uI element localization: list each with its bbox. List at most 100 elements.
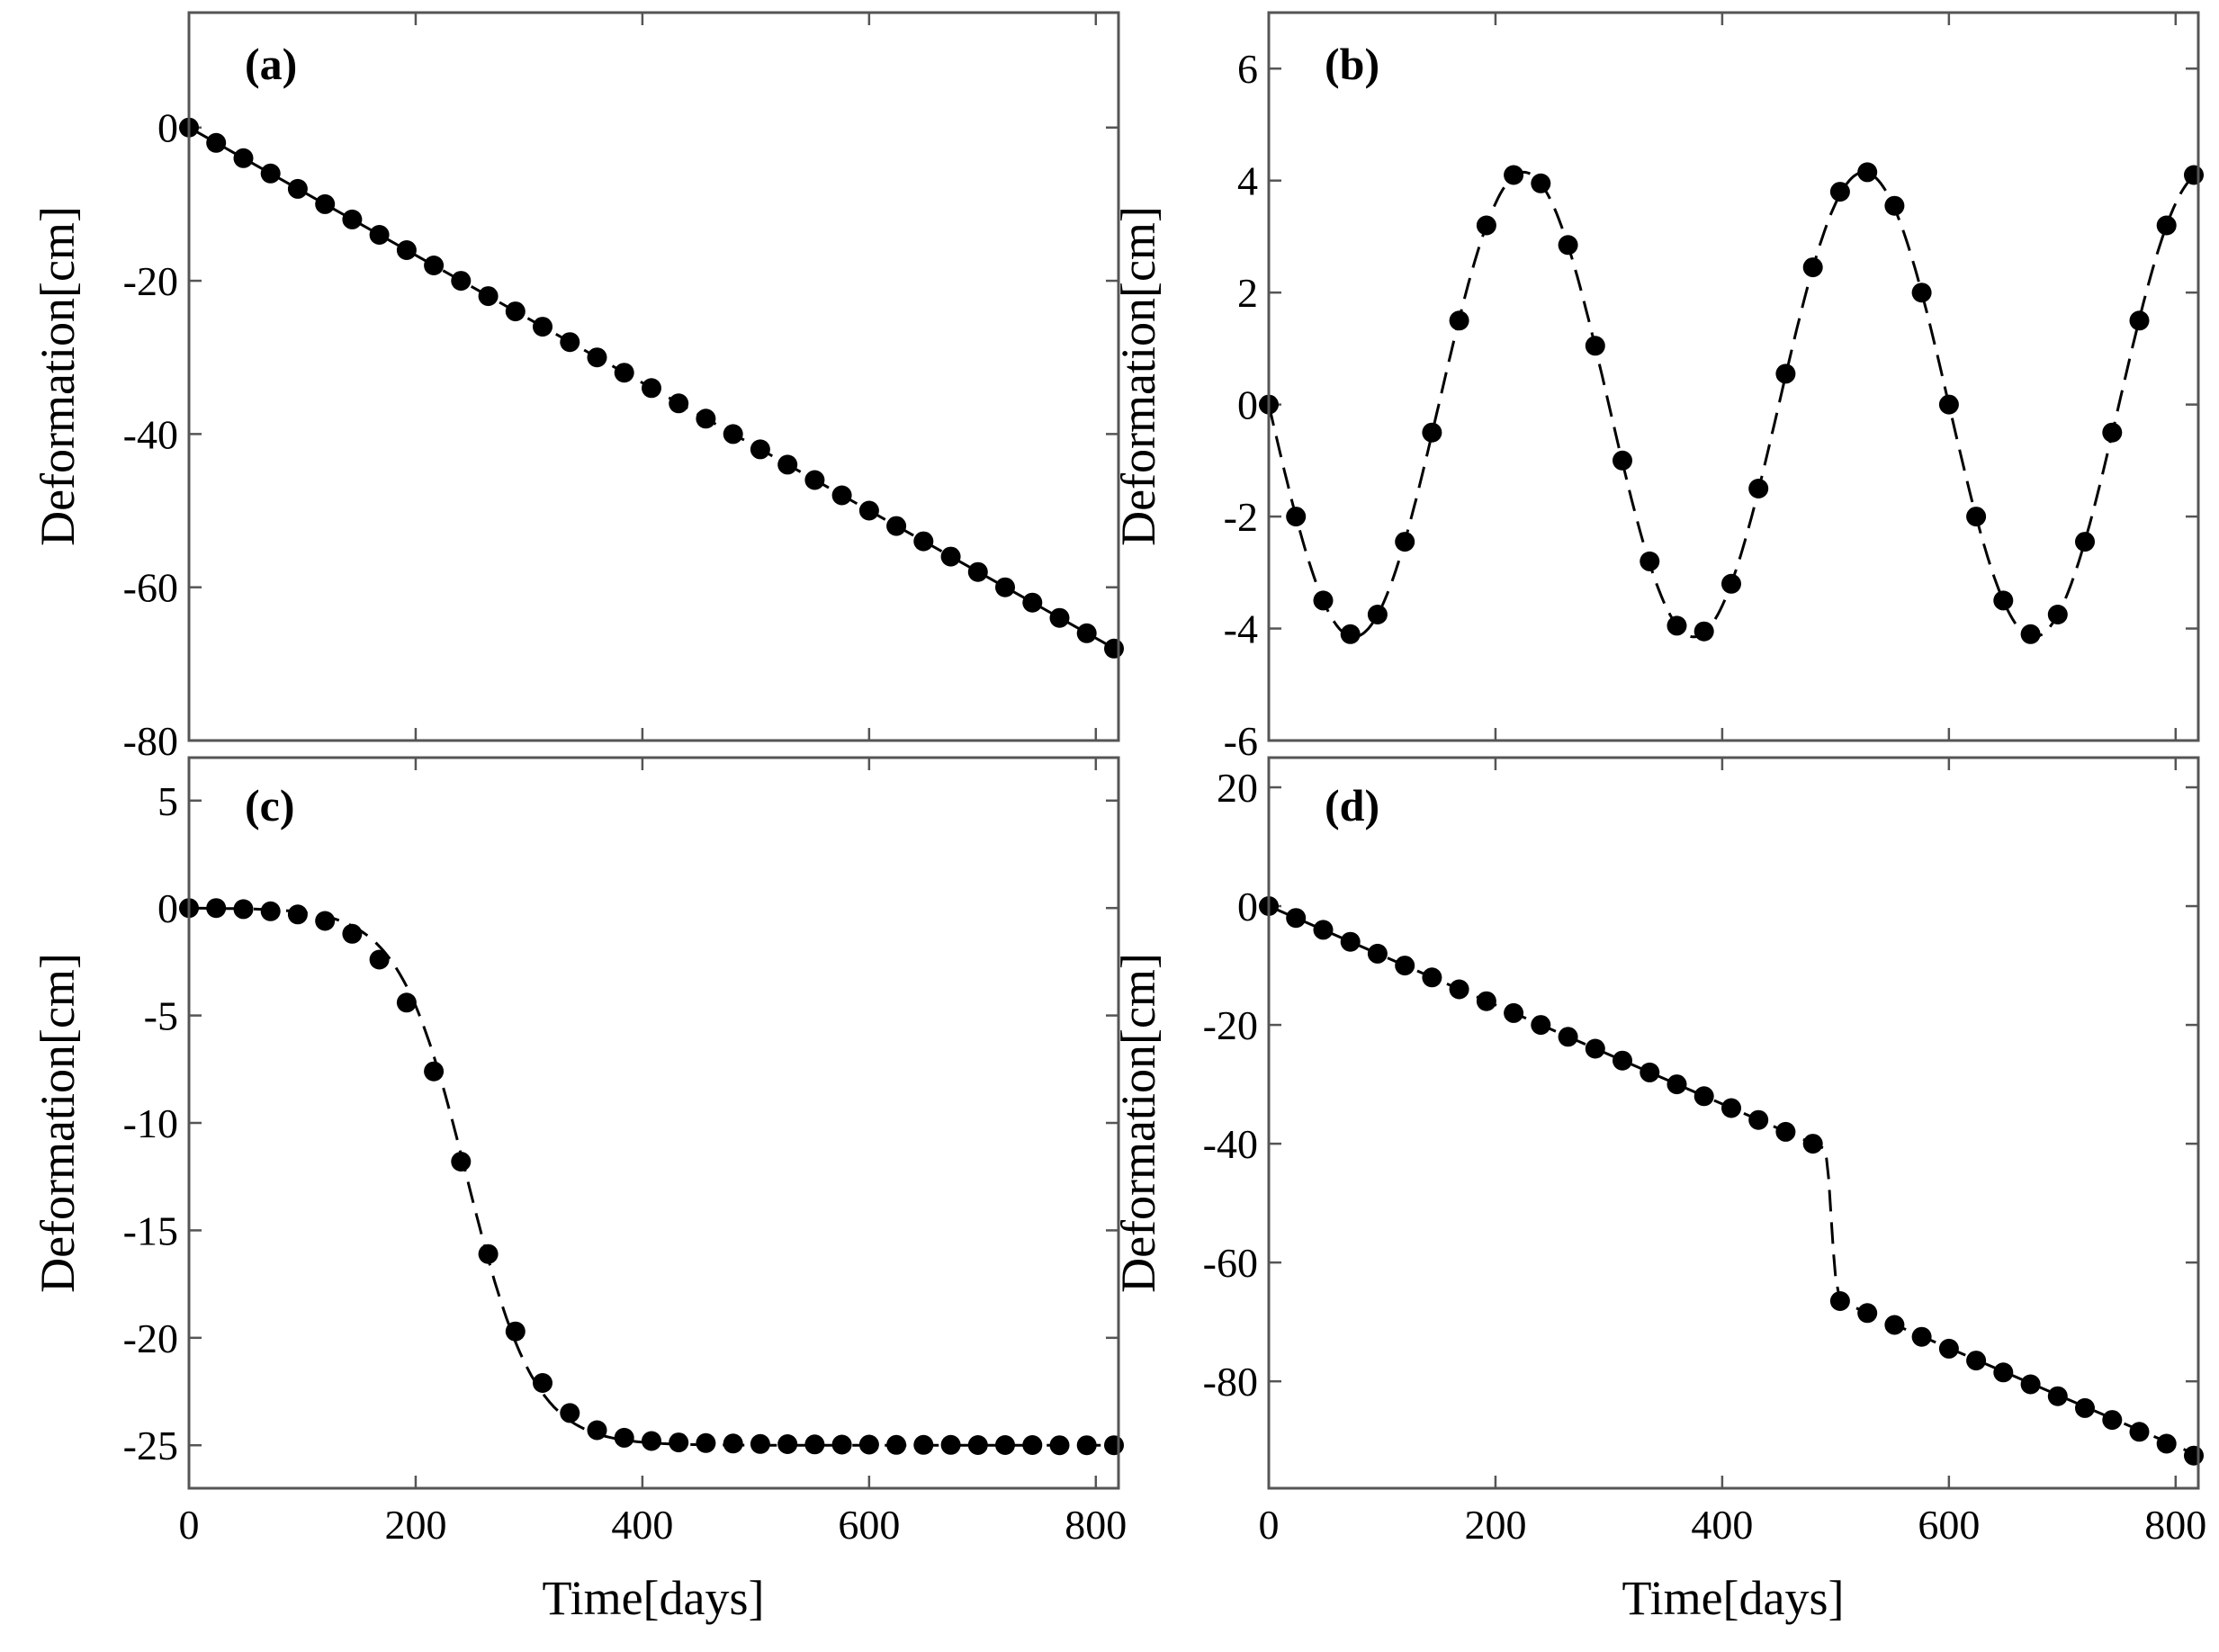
panel-d-data-point	[1693, 1086, 1714, 1107]
panel-d-data-point	[2156, 1433, 2177, 1454]
panel-c-data-point	[669, 1432, 689, 1453]
panel-b-ytick-label: 6	[1237, 46, 1258, 92]
panel-b-data-point	[1340, 624, 1361, 644]
panel-a: 0 -20 -40 -60 -80 (a) Deformation[cm]	[31, 11, 1124, 764]
panel-a-data-point	[424, 256, 445, 275]
panel-d-label: (d)	[1325, 780, 1379, 830]
panel-c-label: (c)	[245, 780, 295, 830]
panel-d-data-point	[2047, 1386, 2068, 1406]
panel-a-data-point	[614, 363, 634, 383]
panel-d-ytick-label: -60	[1203, 1240, 1258, 1286]
panel-b-data-point	[1449, 310, 1469, 331]
panel-c-data-point	[451, 1152, 472, 1172]
panel-c: 50-5-10-15-20-250 200 400 600 800 (c) Deform…	[31, 756, 1127, 1625]
panel-b-data-point	[1640, 551, 1660, 571]
panel-b-data-point	[1993, 590, 2014, 611]
panel-d-ytick-label: -20	[1203, 1002, 1258, 1048]
panel-c-data-point	[696, 1432, 716, 1453]
panel-c-data-point	[1076, 1435, 1097, 1456]
panel-d-ytick-label: -80	[1203, 1359, 1258, 1405]
panel-b-frame	[1267, 11, 2200, 742]
panel-b-data-point	[1748, 479, 1769, 498]
panel-d-data-point	[2184, 1445, 2204, 1466]
panel-a-ytick-label: -20	[123, 258, 178, 304]
panel-c-data-point	[587, 1420, 607, 1441]
panel-c-ytick-label: 0	[157, 885, 178, 931]
panel-c-xlabel: Time[days]	[542, 1571, 764, 1625]
panel-a-data-point	[287, 178, 308, 199]
panel-c-ytick-label: 5	[157, 778, 178, 824]
panel-d-frame	[1267, 756, 2200, 1490]
panel-c-model-line	[188, 906, 1118, 1447]
panel-d-data-point	[2102, 1410, 2123, 1431]
panel-a-plot: 0 -20 -40 -60 -80	[123, 13, 1124, 764]
panel-b-data-point	[1313, 590, 1334, 611]
panel-b-data-point	[1775, 364, 1796, 384]
panel-b-ytick-label: 0	[1237, 382, 1258, 428]
panel-c-data-point	[1104, 1435, 1124, 1456]
panel-d-ytick-label: -40	[1203, 1121, 1258, 1167]
panel-c-data-point	[396, 992, 417, 1013]
panel-a-data-point	[315, 193, 336, 214]
panel-c-data-point	[967, 1435, 988, 1455]
panel-a-data-point	[940, 546, 961, 567]
panel-a-data-point	[750, 439, 770, 460]
panel-a-data-point	[233, 148, 254, 168]
panel-d-xtick-label: 600	[1918, 1502, 1980, 1548]
panel-d-data-point	[1449, 979, 1469, 1000]
panel-c-data-point	[940, 1434, 961, 1455]
panel-a-data-point	[696, 409, 716, 429]
panel-d-data-point	[1476, 991, 1496, 1011]
panel-b-data-point	[1531, 173, 1551, 193]
panel-a-data-point	[723, 424, 743, 444]
panel-c-ylabel: Deformation[cm]	[31, 953, 85, 1293]
panel-c-data-point	[886, 1434, 907, 1455]
panel-b-data-point	[1504, 165, 1524, 185]
panel-b-ytick-label: -4	[1224, 606, 1258, 652]
panel-c-data-point	[533, 1373, 553, 1393]
panel-c-data-point	[642, 1431, 661, 1451]
panel-d-data-point	[1585, 1038, 1605, 1059]
panel-d-data-point	[1313, 920, 1334, 940]
panel-d-data-point	[2020, 1374, 2041, 1395]
panel-c-data-point	[750, 1433, 770, 1454]
panel-d-xtick-label: 200	[1464, 1502, 1526, 1548]
panel-b-data-point	[1613, 450, 1632, 471]
panel-b-data-point	[1585, 336, 1605, 356]
panel-d-data-point	[1857, 1303, 1878, 1324]
panel-b-data-point	[2075, 532, 2095, 552]
panel-c-data-point	[777, 1434, 798, 1454]
panel-a-data-point	[1104, 638, 1124, 659]
panel-b-data-point	[1857, 162, 1878, 183]
panel-a-frame	[187, 11, 1120, 742]
panel-a-data-point	[451, 271, 472, 292]
panel-b-data-point	[1395, 532, 1415, 552]
panel-d-xtick-label: 0	[1259, 1502, 1280, 1548]
panel-b-data-point	[1911, 283, 1932, 303]
panel-c-xtick-label: 600	[838, 1502, 900, 1548]
panel-a-data-point	[886, 516, 907, 536]
panel-c-data-point	[723, 1433, 743, 1454]
panel-d-data-point	[1911, 1326, 1932, 1347]
panel-b: 6 4 2 0 -2 -4 -6 (b) Deformation[cm]	[1111, 11, 2204, 764]
panel-a-data-point	[1076, 623, 1097, 643]
panel-c-data-point	[831, 1434, 852, 1455]
panel-b-plot: 6 4 2 0 -2 -4 -6	[1224, 13, 2204, 764]
panel-b-ytick-label: -6	[1224, 718, 1258, 764]
panel-d-data-point	[1422, 967, 1442, 988]
panel-a-ylabel: Deformation[cm]	[31, 206, 85, 546]
panel-c-ytick-label: -25	[123, 1423, 178, 1468]
panel-a-data-point	[206, 132, 227, 153]
panel-c-data-point	[315, 911, 336, 931]
panel-a-data-point	[804, 470, 825, 490]
panel-d-data-point	[1340, 931, 1361, 952]
panel-c-data-point	[614, 1427, 634, 1448]
panel-a-data-point	[533, 317, 553, 337]
panel-a-data-point	[1022, 592, 1043, 613]
panel-b-data-point	[1693, 621, 1714, 642]
panel-d-ytick-label: 0	[1237, 884, 1258, 929]
panel-a-data-point	[369, 225, 390, 245]
panel-b-data-point	[1802, 257, 1823, 278]
panel-a-ytick-label: -60	[123, 565, 178, 611]
panel-d-data-point	[1802, 1134, 1823, 1154]
